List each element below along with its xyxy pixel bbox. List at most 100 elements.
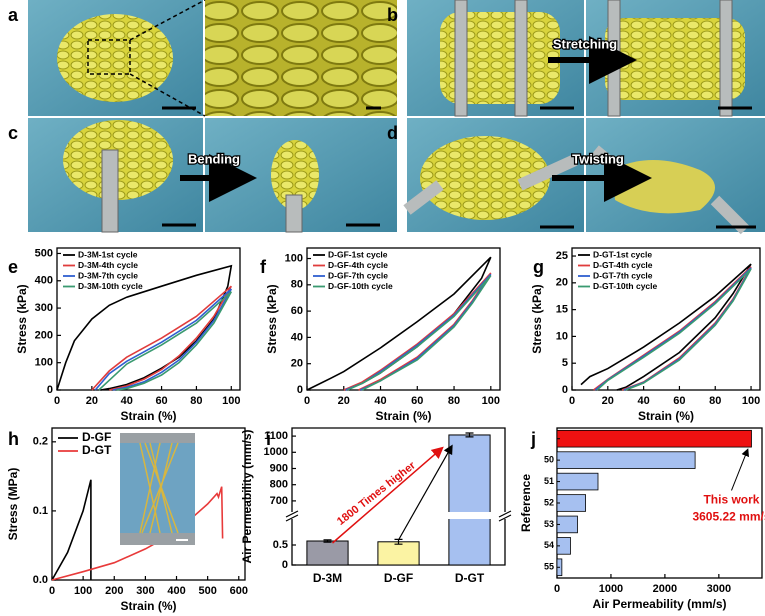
series-line	[596, 268, 752, 391]
panel-letter: h	[8, 429, 19, 449]
x-axis-label: Strain (%)	[375, 409, 431, 423]
x-tick-label: 80	[709, 395, 721, 407]
y-tick-label: 50	[544, 455, 554, 465]
legend-label: D-GF-1st cycle	[328, 249, 388, 259]
x-tick-label: 20	[338, 395, 350, 407]
legend-label: D-3M-10th cycle	[78, 281, 143, 291]
axis-break-marks	[285, 510, 512, 522]
x-tick-label: 0	[54, 395, 60, 407]
axes-line	[291, 427, 506, 566]
x-tick-label: 100	[482, 395, 500, 407]
x-axis-label: Strain (%)	[638, 409, 694, 423]
bar	[556, 451, 696, 469]
y-axis-label: Stress (kPa)	[530, 284, 544, 353]
x-tick-label: 100	[222, 395, 240, 407]
legend-label: D-GF	[82, 430, 111, 444]
y-tick-label: 900	[270, 462, 288, 474]
panel-letter: i	[266, 429, 271, 449]
y-axis-label: Stress (kPa)	[15, 284, 29, 353]
series-line	[94, 288, 232, 391]
bar	[556, 429, 752, 448]
y-tick-label: 15	[556, 304, 568, 316]
panel-letter: f	[260, 257, 267, 277]
x-tick-label: 1000	[599, 583, 623, 595]
y-axis-label: Stress (kPa)	[265, 284, 279, 353]
photo-b	[407, 0, 765, 117]
y-tick-label: 53	[544, 519, 554, 529]
x-tick-label: D-3M	[313, 571, 342, 585]
y-tick-label: 25	[556, 250, 568, 262]
panel-letter: c	[8, 123, 18, 143]
y-tick-label: 40	[291, 331, 303, 343]
error-bar	[465, 432, 474, 438]
x-tick-label: 60	[411, 395, 423, 407]
y-tick-label: 10	[556, 330, 568, 342]
photo-d	[403, 118, 765, 235]
x-tick-label: 60	[673, 395, 685, 407]
x-tick-label: 400	[167, 585, 185, 597]
series-line	[580, 263, 752, 391]
y-tick-label: 1100	[264, 430, 288, 442]
x-tick-label: 20	[86, 395, 98, 407]
y-tick-label: 5	[562, 357, 568, 369]
x-tick-label: D-GF	[384, 571, 413, 585]
y-tick-label: 0.0	[33, 574, 48, 586]
legend-label: D-GF-7th cycle	[328, 270, 388, 280]
x-tick-label: 500	[198, 585, 216, 597]
x-tick-label: 40	[121, 395, 133, 407]
y-tick-label: 100	[285, 252, 303, 264]
bar	[306, 540, 349, 566]
x-tick-label: 40	[637, 395, 649, 407]
x-tick-label: 60	[155, 395, 167, 407]
legend-label: D-GT-4th cycle	[593, 260, 653, 270]
y-axis-label: Stress (MPa)	[6, 468, 20, 541]
y-tick-label: 60	[291, 305, 303, 317]
series-line	[91, 285, 232, 391]
x-tick-label: 80	[448, 395, 460, 407]
error-bar	[323, 539, 332, 543]
legend-label: D-GF-4th cycle	[328, 260, 388, 270]
x-axis-label: Air Permeability (mm/s)	[592, 597, 726, 611]
bar	[556, 494, 586, 512]
x-tick-label: 300	[136, 585, 154, 597]
panel-letter: a	[8, 5, 19, 25]
y-tick-label: 1000	[264, 446, 288, 458]
legend-label: D-GF-10th cycle	[328, 281, 393, 291]
y-tick-label: 100	[35, 357, 53, 369]
y-tick-label: 0	[282, 559, 288, 571]
legend-label: D-3M-1st cycle	[78, 249, 138, 259]
y-axis-label: Air Permeability (mm/s)	[240, 429, 254, 563]
x-tick-label: 600	[230, 585, 248, 597]
y-tick-label: 55	[544, 562, 554, 572]
legend-label: D-GT-7th cycle	[593, 270, 653, 280]
panel-letter: e	[8, 257, 18, 277]
y-tick-label: 80	[291, 279, 303, 291]
series-line	[343, 272, 492, 391]
y-tick-label: 300	[35, 302, 53, 314]
inset-photo	[120, 433, 195, 545]
x-tick-label: 0	[554, 583, 560, 595]
y-tick-label: 500	[35, 247, 53, 259]
x-tick-label: 0	[304, 395, 310, 407]
value-label: 3605.22 mm/s	[692, 510, 765, 524]
series-line	[347, 275, 492, 391]
photo-caption: Stretching	[553, 36, 617, 51]
bar	[556, 515, 578, 534]
y-tick-label: 0	[47, 384, 53, 396]
y-tick-label: 20	[291, 358, 303, 370]
axis-break	[286, 512, 511, 519]
x-axis-label: Strain (%)	[120, 599, 176, 613]
y-tick-label: 0.1	[33, 505, 48, 517]
series-line	[51, 479, 92, 581]
panel-letter: d	[387, 123, 398, 143]
y-tick-label: 20	[556, 277, 568, 289]
photo-caption: Twisting	[572, 151, 624, 166]
annotation-arrow	[397, 444, 453, 541]
panel-letter: g	[533, 257, 544, 277]
photo-c	[28, 118, 397, 233]
x-tick-label: 100	[742, 395, 760, 407]
y-tick-label: 51	[544, 476, 554, 486]
x-tick-label: D-GT	[455, 571, 485, 585]
axes-frame	[51, 427, 246, 581]
